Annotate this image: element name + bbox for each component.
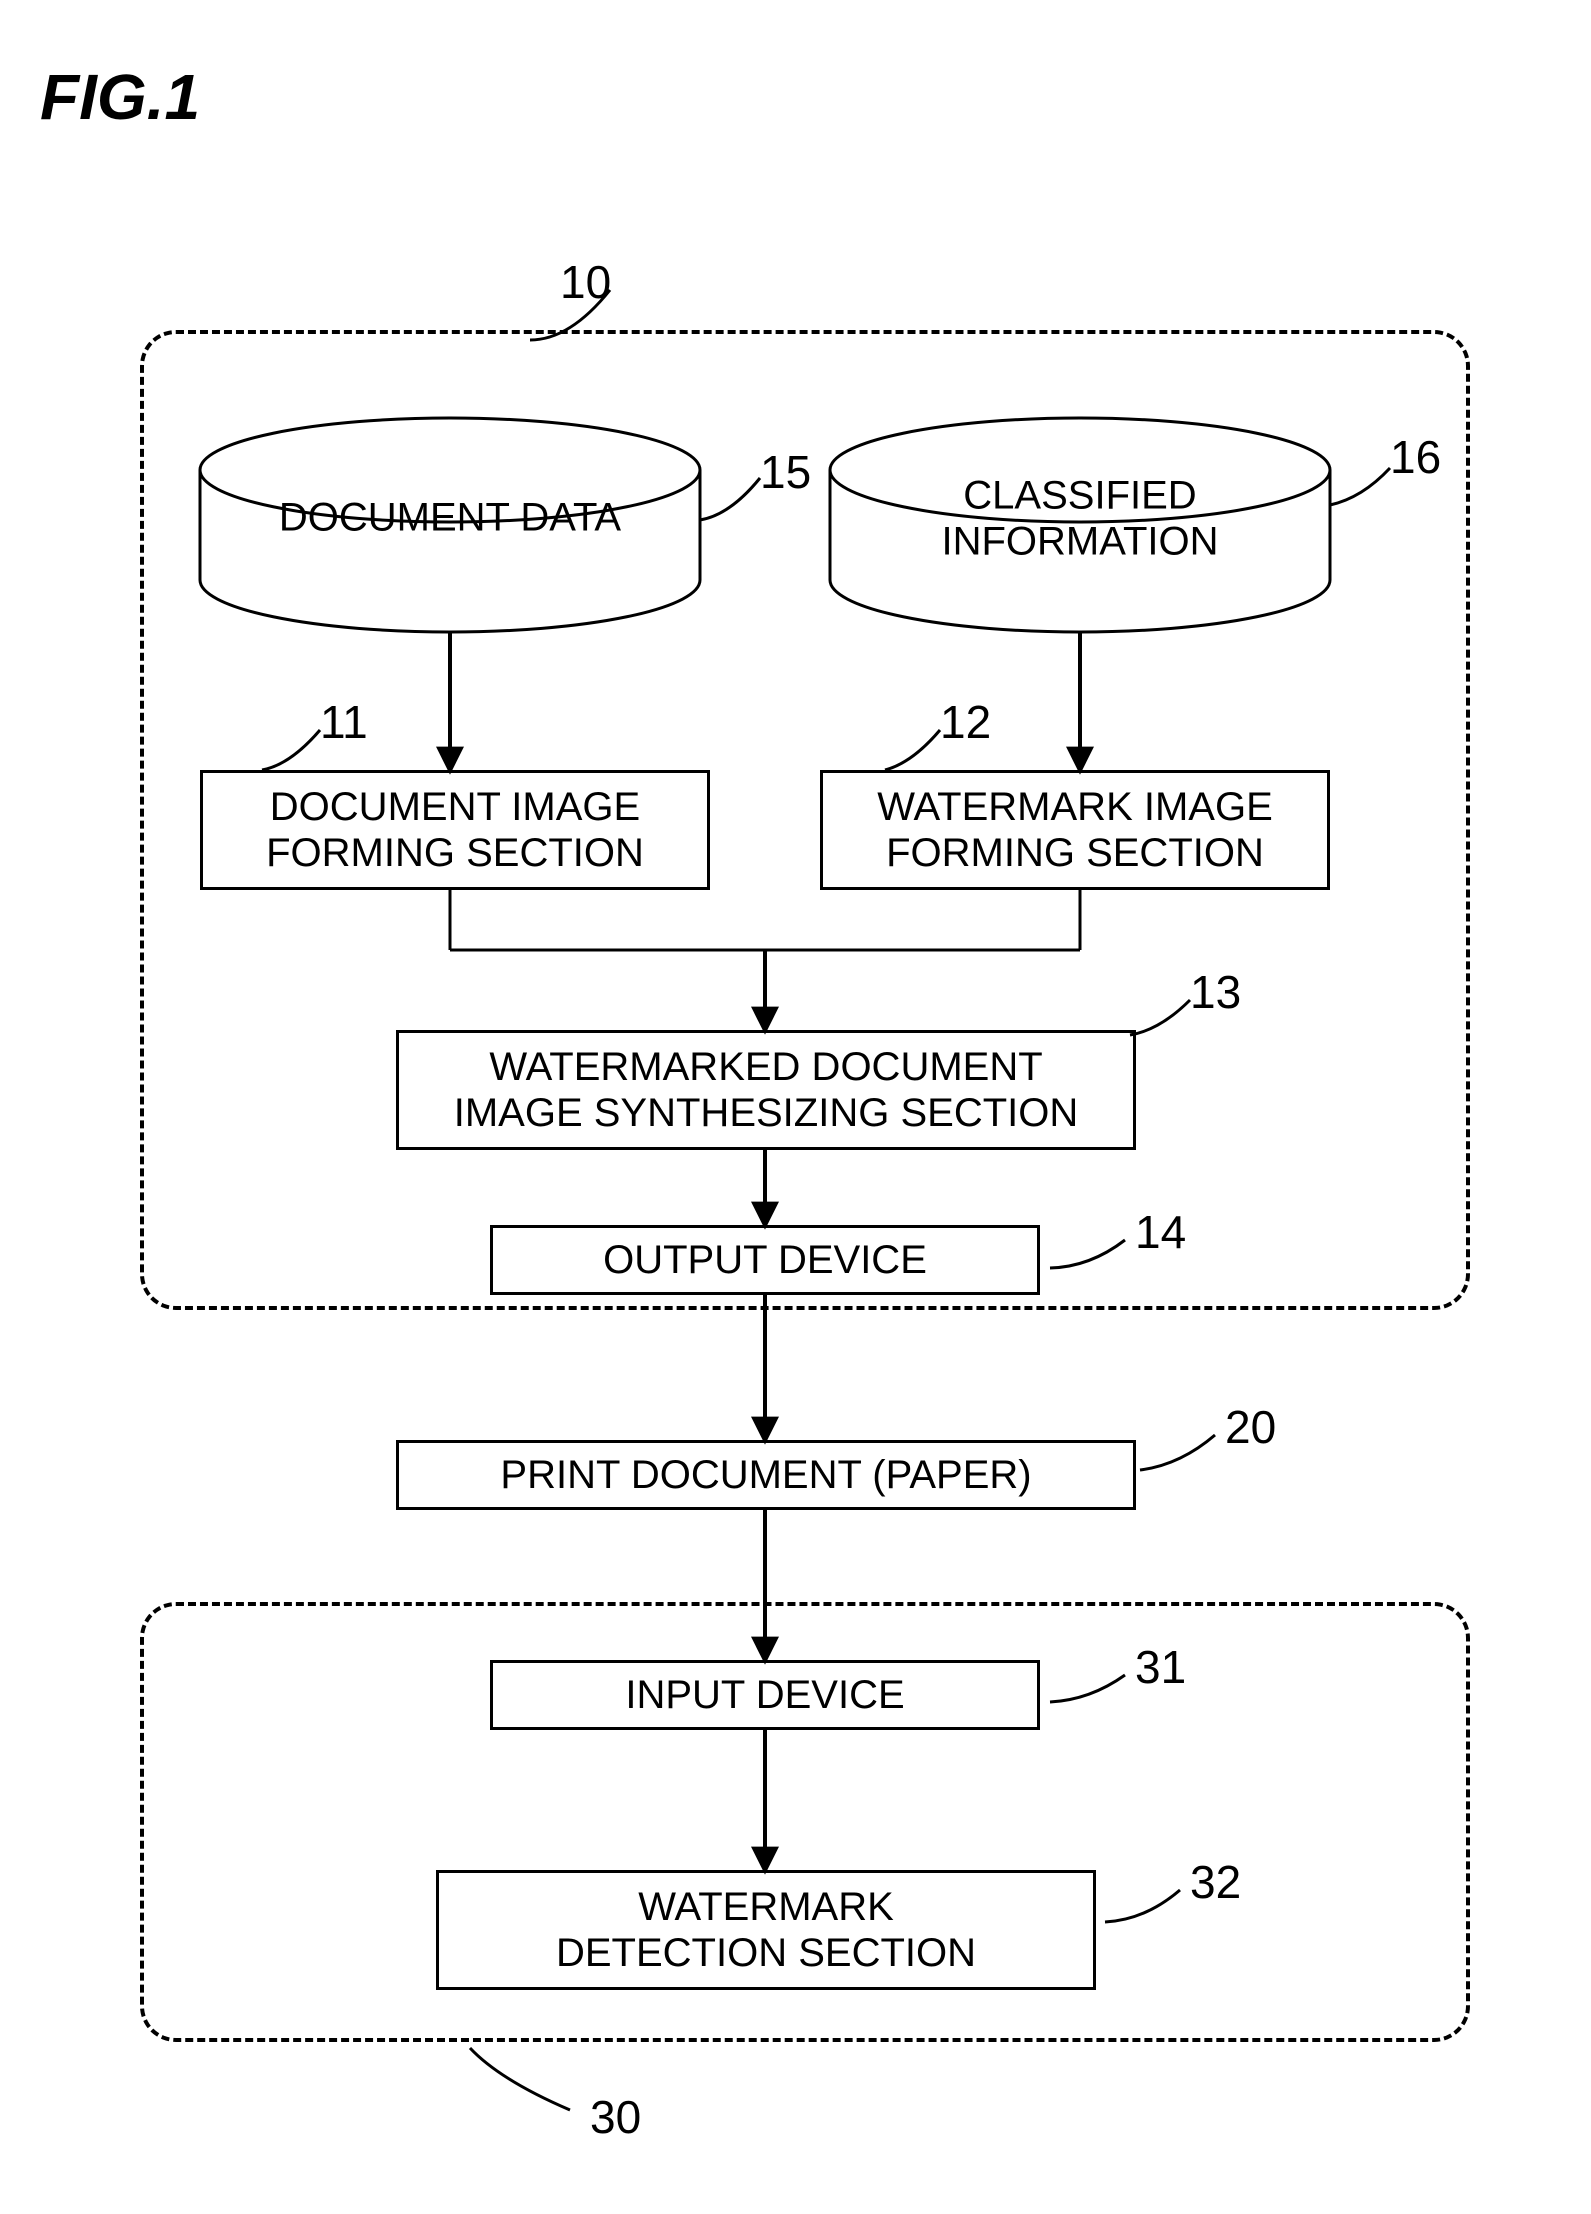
ref-32: 32: [1190, 1855, 1241, 1909]
box-text: WATERMARKDETECTION SECTION: [556, 1884, 976, 1976]
box-input-device: INPUT DEVICE: [490, 1660, 1040, 1730]
box-document-image-forming: DOCUMENT IMAGEFORMING SECTION: [200, 770, 710, 890]
box-text: PRINT DOCUMENT (PAPER): [500, 1452, 1031, 1498]
box-watermark-detection: WATERMARKDETECTION SECTION: [436, 1870, 1096, 1990]
box-text: INPUT DEVICE: [625, 1672, 904, 1718]
box-watermark-image-forming: WATERMARK IMAGEFORMING SECTION: [820, 770, 1330, 890]
ref-31: 31: [1135, 1640, 1186, 1694]
box-output-device: OUTPUT DEVICE: [490, 1225, 1040, 1295]
box-watermarked-synth: WATERMARKED DOCUMENTIMAGE SYNTHESIZING S…: [396, 1030, 1136, 1150]
ref-13: 13: [1190, 965, 1241, 1019]
ref-30: 30: [590, 2090, 641, 2144]
ref-10: 10: [560, 255, 611, 309]
box-text: WATERMARK IMAGEFORMING SECTION: [877, 784, 1273, 876]
figure-canvas: FIG.1 DOCUMENT IMAGEFORMING SECTION WATE…: [0, 0, 1591, 2214]
box-text: OUTPUT DEVICE: [603, 1237, 927, 1283]
figure-title: FIG.1: [40, 60, 200, 134]
ref-11: 11: [320, 695, 368, 749]
ref-16: 16: [1390, 430, 1441, 484]
ref-15: 15: [760, 445, 811, 499]
box-text: DOCUMENT IMAGEFORMING SECTION: [266, 784, 644, 876]
ref-14: 14: [1135, 1205, 1186, 1259]
ref-20: 20: [1225, 1400, 1276, 1454]
box-text: WATERMARKED DOCUMENTIMAGE SYNTHESIZING S…: [454, 1044, 1079, 1136]
box-print-document: PRINT DOCUMENT (PAPER): [396, 1440, 1136, 1510]
ref-12: 12: [940, 695, 991, 749]
